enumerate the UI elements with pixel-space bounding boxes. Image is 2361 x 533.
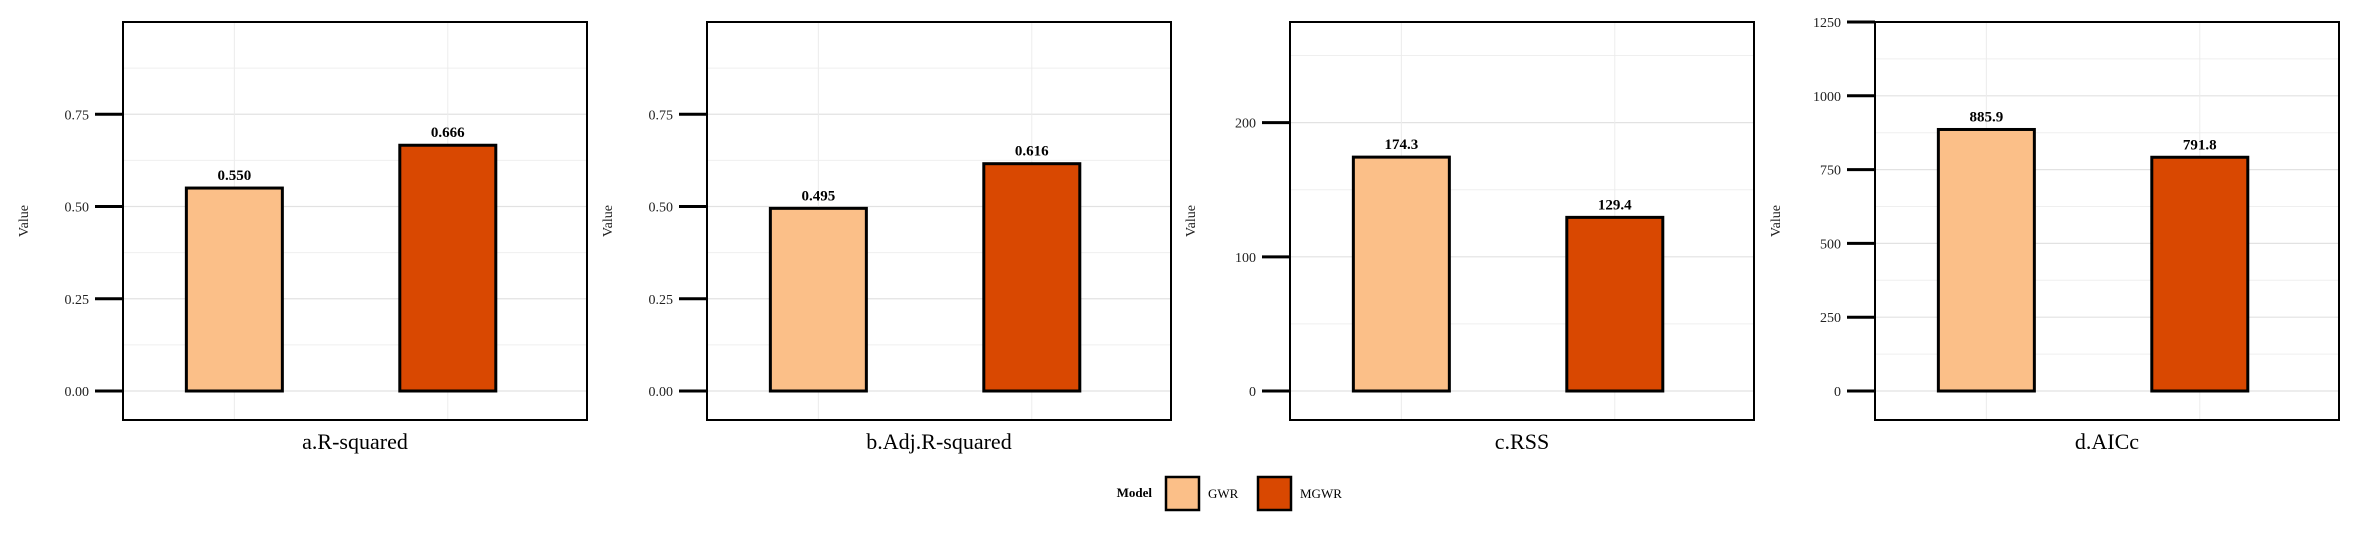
legend: Model GWR MGWR (1117, 475, 1342, 512)
panel-title: a.R-squared (302, 429, 408, 454)
data-label: 174.3 (1384, 137, 1418, 153)
panel-title: d.AICc (2075, 429, 2139, 454)
y-axis-title: Value (17, 205, 32, 237)
legend-label-mgwr: MGWR (1300, 486, 1342, 501)
panel-title: c.RSS (1495, 429, 1549, 454)
y-tick-label: 0.50 (65, 201, 90, 216)
y-tick-label: 0.00 (649, 385, 674, 400)
bar-mgwr (398, 143, 498, 393)
legend-label-gwr: GWR (1208, 486, 1239, 501)
data-label: 885.9 (1969, 109, 2003, 125)
panel-border (706, 21, 1172, 421)
bar-gwr (768, 206, 868, 393)
panel-border (122, 21, 588, 421)
y-axis-title: Value (1769, 205, 1784, 237)
chart-panel-2: 0.495 0.616 0.00 0.25 0.50 0.75 Value b.Adj.R-s… (601, 21, 1172, 454)
data-label: 0.666 (431, 125, 465, 141)
data-label: 0.550 (217, 168, 251, 184)
data-label: 129.4 (1598, 197, 1632, 213)
chart-panel-1: 0.550 0.666 0.00 0.25 0.50 0.75 Value a.R-squar… (17, 21, 588, 454)
y-tick-label: 100 (1235, 251, 1256, 266)
y-tick-label: 0.25 (649, 293, 674, 308)
y-axis-title: Value (1184, 205, 1199, 237)
legend-swatch-gwr (1164, 475, 1201, 512)
y-tick-label: 0.50 (649, 201, 674, 216)
bar-gwr (1351, 155, 1451, 393)
y-tick-label: 750 (1820, 164, 1841, 179)
bar-gwr (1936, 127, 2036, 393)
data-label: 0.616 (1015, 144, 1049, 160)
y-tick-label: 250 (1820, 311, 1841, 326)
legend-title: Model (1117, 485, 1153, 500)
y-axis-title: Value (601, 205, 616, 237)
legend-swatch-mgwr (1256, 475, 1293, 512)
y-tick-label: 0.25 (65, 293, 90, 308)
chart-panel-3: 174.3 129.4 0 100 200 Value c.RSS (1184, 21, 1755, 454)
y-tick-label: 200 (1235, 117, 1256, 132)
bar-mgwr (982, 162, 1082, 393)
chart-panel-4: 885.9 791.8 0 250 500 750 1000 1250 Value d.AICc (1769, 16, 2340, 454)
y-tick-label: 1000 (1813, 90, 1841, 105)
panel-border (1874, 21, 2340, 421)
y-tick-label: 0.75 (649, 108, 674, 123)
y-tick-label: 1250 (1813, 16, 1841, 31)
y-tick-label: 0 (1834, 385, 1841, 400)
bar-mgwr (1565, 215, 1665, 393)
panel-title: b.Adj.R-squared (866, 429, 1011, 454)
y-tick-label: 0.00 (65, 385, 90, 400)
y-tick-label: 500 (1820, 237, 1841, 252)
data-label: 791.8 (2183, 137, 2217, 153)
bar-gwr (184, 186, 284, 393)
y-tick-label: 0 (1249, 385, 1256, 400)
y-tick-label: 0.75 (65, 108, 90, 123)
bar-mgwr (2150, 155, 2250, 393)
data-label: 0.495 (801, 188, 835, 204)
panel-border (1289, 21, 1755, 421)
